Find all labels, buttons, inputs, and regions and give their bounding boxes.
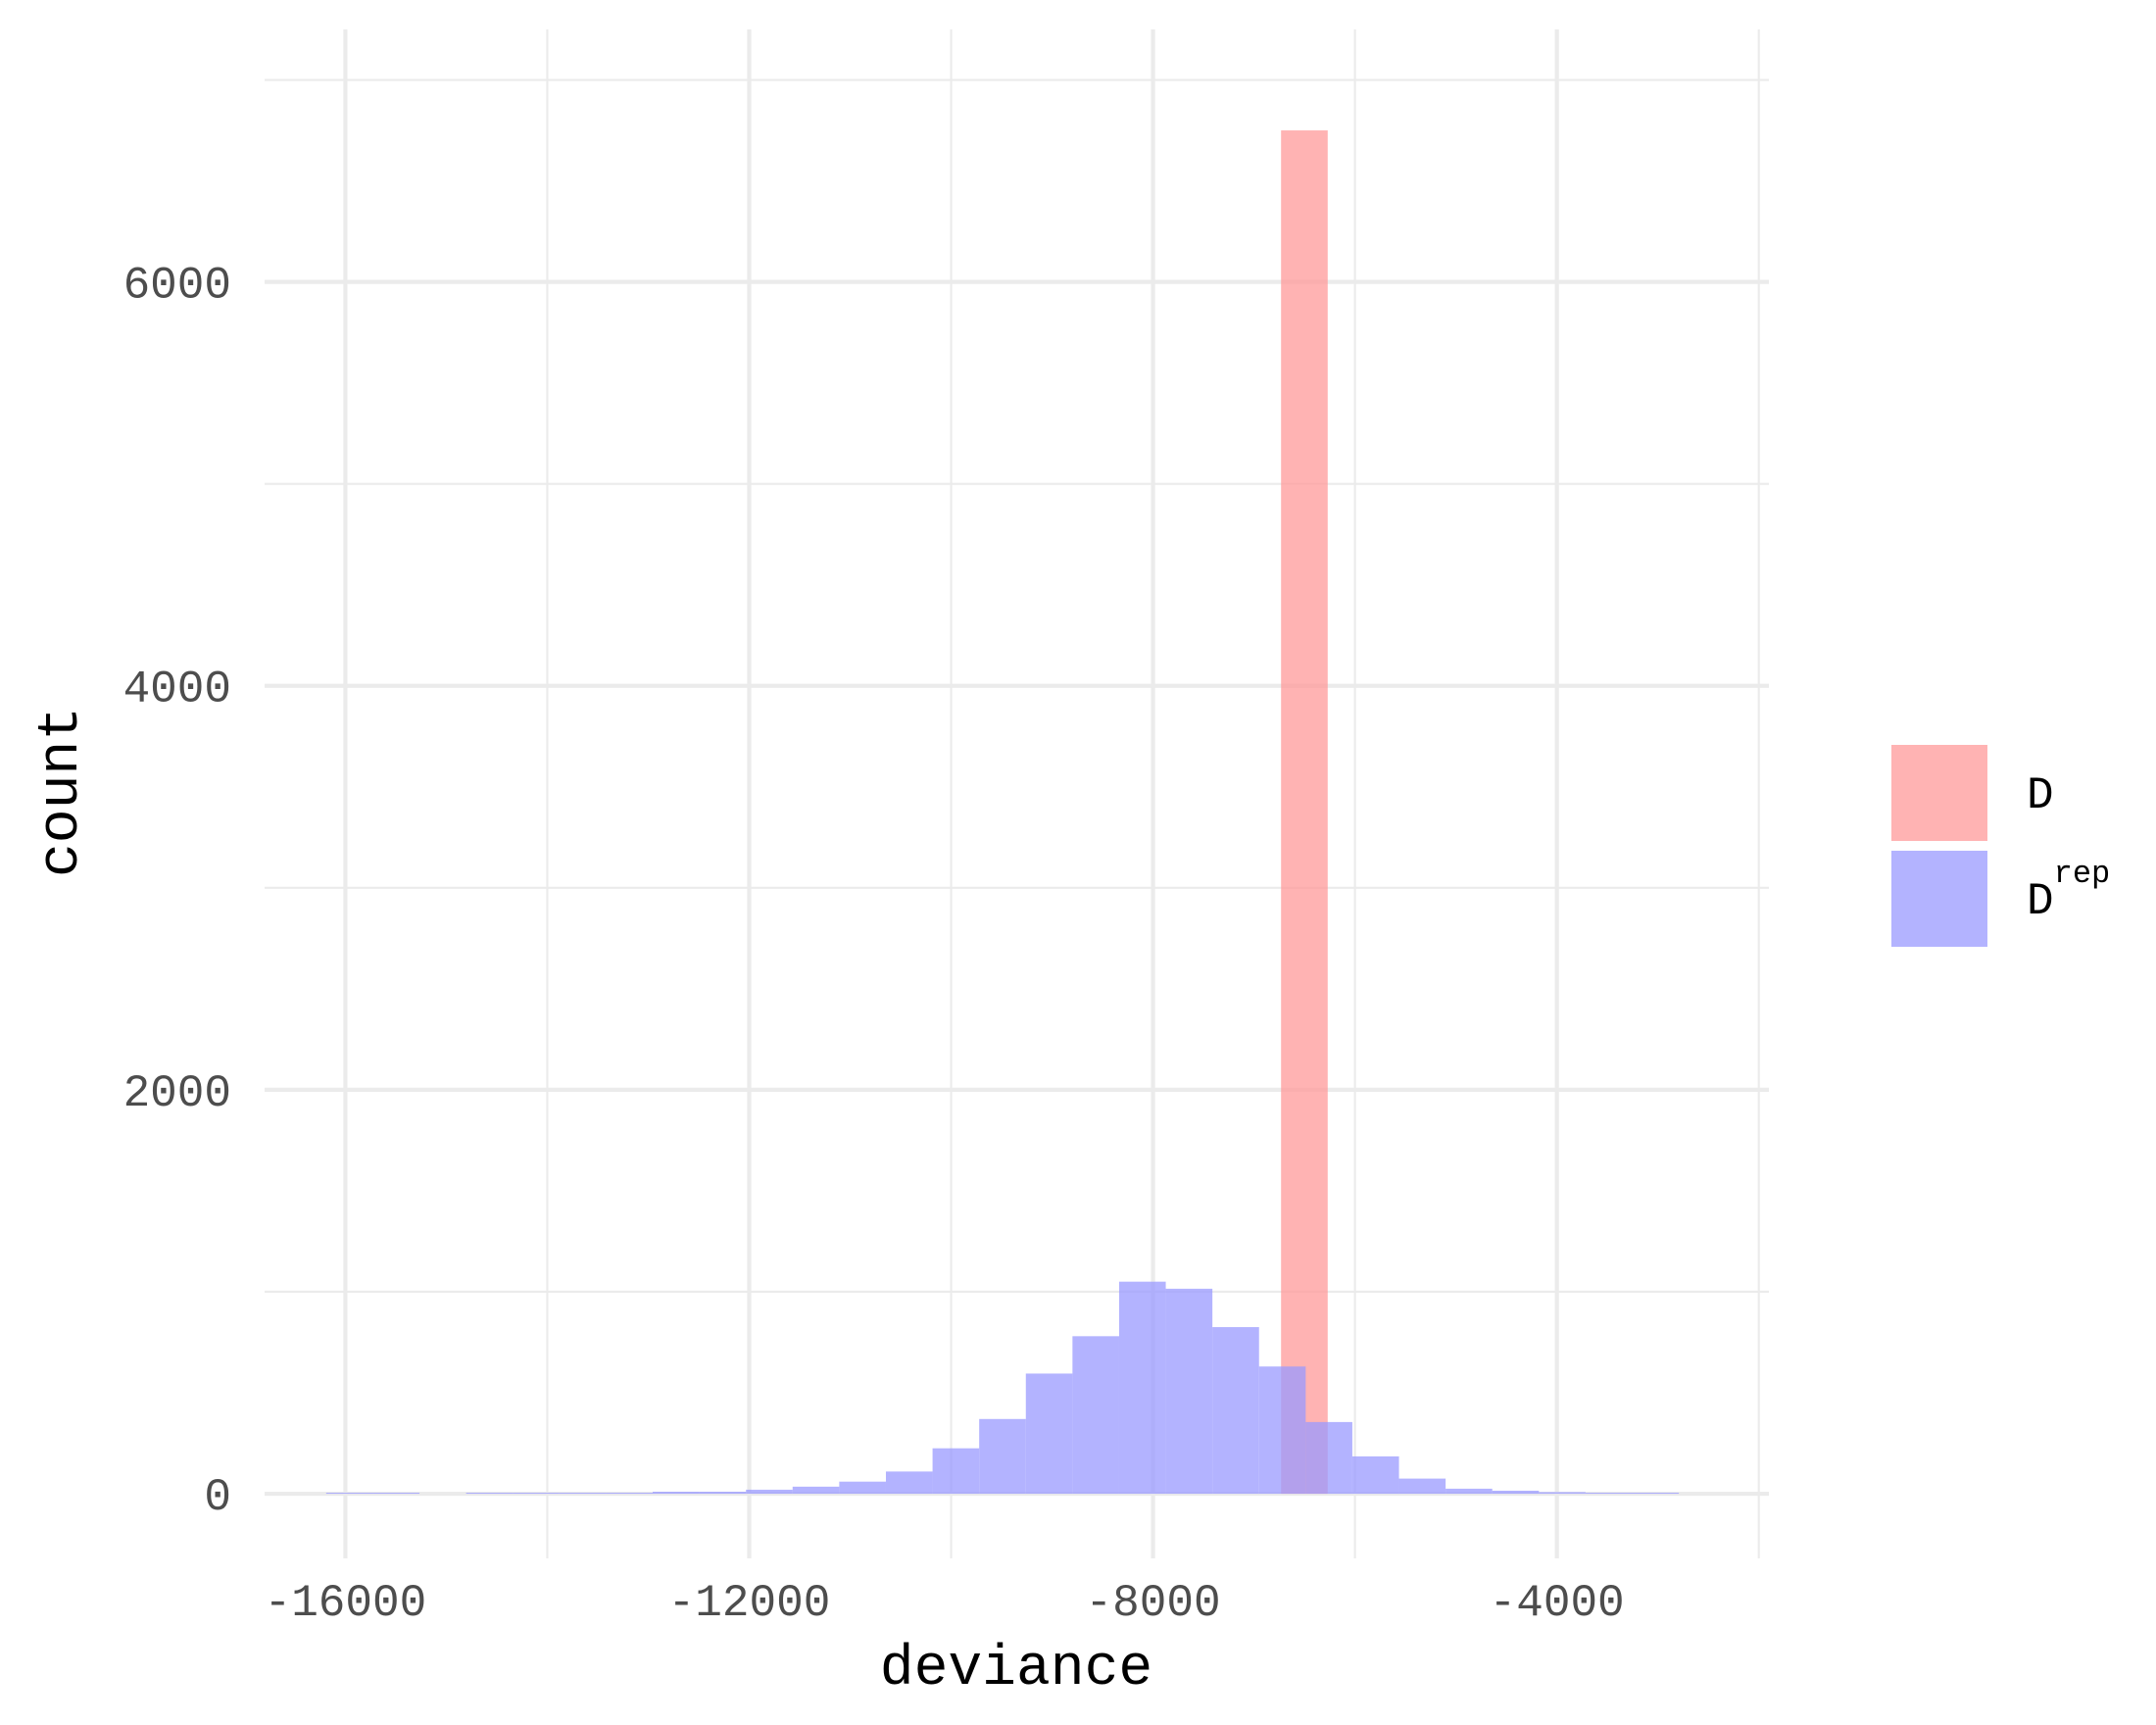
bar-drep bbox=[1539, 1492, 1586, 1495]
x-tick-label: -4000 bbox=[1490, 1578, 1625, 1629]
bar-drep bbox=[1446, 1488, 1493, 1495]
bar-drep bbox=[839, 1481, 886, 1495]
legend-label: Drep bbox=[2027, 856, 2110, 927]
bar-drep bbox=[979, 1418, 1026, 1495]
bar-drep bbox=[466, 1493, 514, 1495]
bar-drep bbox=[1258, 1366, 1306, 1495]
bar-drep bbox=[1212, 1327, 1259, 1495]
bar-drep bbox=[325, 1493, 373, 1495]
bar-drep bbox=[932, 1448, 980, 1495]
bar-drep bbox=[559, 1493, 607, 1495]
bar-drep bbox=[513, 1493, 560, 1495]
bar-drep bbox=[699, 1491, 747, 1495]
bar-drep bbox=[1118, 1281, 1166, 1495]
y-tick-label: 4000 bbox=[123, 665, 231, 715]
bar-drep bbox=[1025, 1373, 1073, 1495]
legend-label-superscript: rep bbox=[2054, 856, 2111, 892]
bar-drep bbox=[1398, 1478, 1446, 1495]
bar-drep bbox=[1585, 1493, 1633, 1495]
legend-key bbox=[1891, 745, 1987, 841]
bar-d bbox=[1281, 130, 1328, 1495]
bar-drep bbox=[606, 1493, 654, 1495]
histogram-bars bbox=[325, 130, 1680, 1495]
y-tick-label: 6000 bbox=[123, 261, 231, 312]
bar-drep bbox=[1632, 1493, 1680, 1495]
x-tick-label: -8000 bbox=[1086, 1578, 1221, 1629]
x-axis-title: deviance bbox=[880, 1638, 1152, 1701]
bar-drep bbox=[372, 1493, 420, 1495]
y-tick-label: 2000 bbox=[123, 1068, 231, 1119]
bar-drep bbox=[885, 1471, 933, 1495]
bar-drep bbox=[1351, 1455, 1399, 1495]
y-tick-label: 0 bbox=[204, 1472, 231, 1523]
y-axis-tick-labels: 0 2000 4000 6000 bbox=[123, 261, 231, 1523]
x-tick-label: -12000 bbox=[668, 1578, 831, 1629]
bar-drep bbox=[1492, 1490, 1540, 1495]
legend-key bbox=[1891, 851, 1987, 947]
x-axis-tick-labels: -16000 -12000 -8000 -4000 bbox=[265, 1578, 1625, 1629]
y-axis-title: count bbox=[30, 707, 94, 877]
bar-drep bbox=[653, 1491, 700, 1495]
bar-drep bbox=[1072, 1336, 1119, 1495]
legend: D Drep bbox=[1891, 745, 2110, 947]
bar-drep bbox=[1305, 1421, 1352, 1495]
grid bbox=[265, 29, 1769, 1558]
bar-drep bbox=[792, 1486, 840, 1495]
bar-drep bbox=[746, 1489, 793, 1495]
bar-drep bbox=[1165, 1288, 1213, 1495]
x-tick-label: -16000 bbox=[265, 1578, 427, 1629]
legend-label: D bbox=[2027, 770, 2054, 821]
